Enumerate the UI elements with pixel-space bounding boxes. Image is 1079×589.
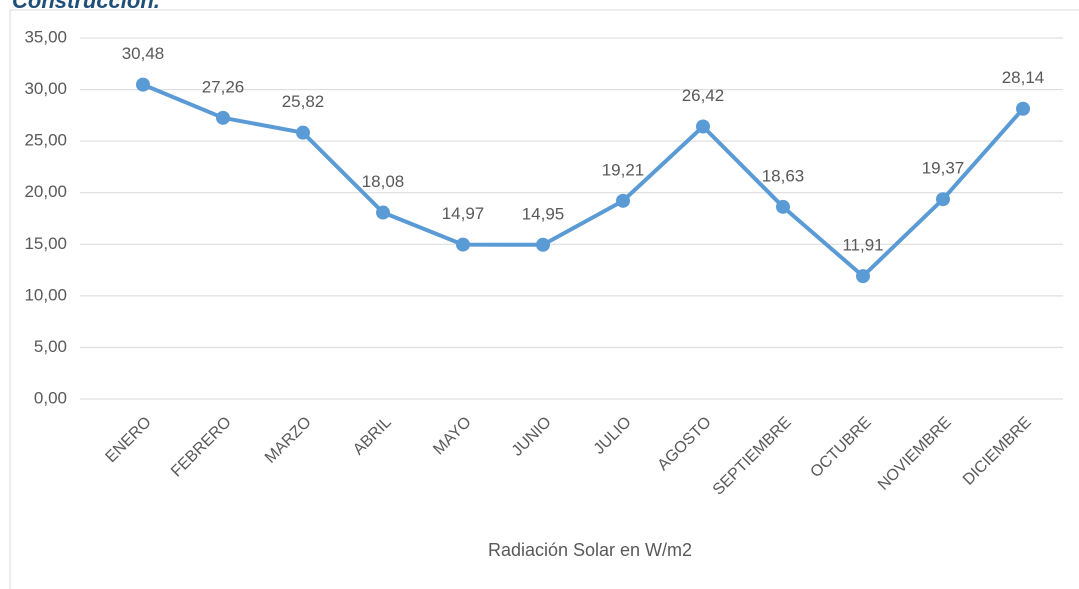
data-point [936, 192, 950, 207]
data-label: 26,42 [682, 86, 725, 105]
x-tick-label: SEPTIEMBRE [710, 414, 795, 499]
y-tick-label: 5,00 [34, 337, 67, 356]
x-tick-label: OCTUBRE [807, 414, 874, 481]
data-label: 19,21 [602, 160, 645, 179]
data-label: 19,37 [922, 159, 965, 178]
x-tick-label: AGOSTO [655, 414, 715, 474]
y-tick-label: 0,00 [34, 388, 67, 407]
data-point [776, 199, 790, 214]
x-tick-label: JUNIO [509, 414, 555, 460]
data-label: 14,95 [522, 204, 565, 223]
x-tick-label: DICIEMBRE [960, 414, 1035, 489]
data-point [536, 237, 550, 252]
data-point [136, 77, 150, 92]
chart-title: Construcción. [12, 0, 160, 13]
data-label: 30,48 [122, 44, 165, 63]
x-tick-label: ENERO [103, 414, 155, 466]
data-label: 28,14 [1002, 68, 1045, 87]
data-point [456, 237, 470, 252]
data-point [296, 125, 310, 140]
data-point [216, 110, 230, 125]
x-tick-label: JULIO [591, 414, 635, 458]
data-label: 14,97 [442, 204, 485, 223]
x-tick-label: MAYO [430, 414, 475, 459]
data-label: 25,82 [282, 92, 325, 111]
x-tick-label: NOVIEMBRE [875, 414, 955, 494]
y-tick-label: 20,00 [24, 182, 67, 201]
data-point [696, 119, 710, 134]
data-point [376, 205, 390, 220]
x-tick-label: ABRIL [350, 414, 395, 459]
data-label: 18,08 [362, 172, 405, 191]
y-tick-label: 25,00 [24, 131, 67, 150]
y-tick-label: 15,00 [24, 234, 67, 253]
y-tick-label: 30,00 [24, 79, 67, 98]
x-tick-label: FEBRERO [168, 414, 235, 481]
data-label: 18,63 [762, 166, 805, 185]
y-tick-label: 35,00 [24, 27, 67, 46]
data-point [856, 269, 870, 284]
data-line [142, 82, 1025, 279]
x-axis-label: Radiación Solar en W/m2 [488, 540, 692, 560]
data-point [616, 193, 630, 208]
y-tick-label: 10,00 [24, 285, 67, 304]
x-tick-label: MARZO [262, 414, 315, 467]
data-label: 27,26 [202, 77, 245, 96]
data-point [1016, 101, 1030, 116]
data-label: 11,91 [842, 236, 883, 255]
